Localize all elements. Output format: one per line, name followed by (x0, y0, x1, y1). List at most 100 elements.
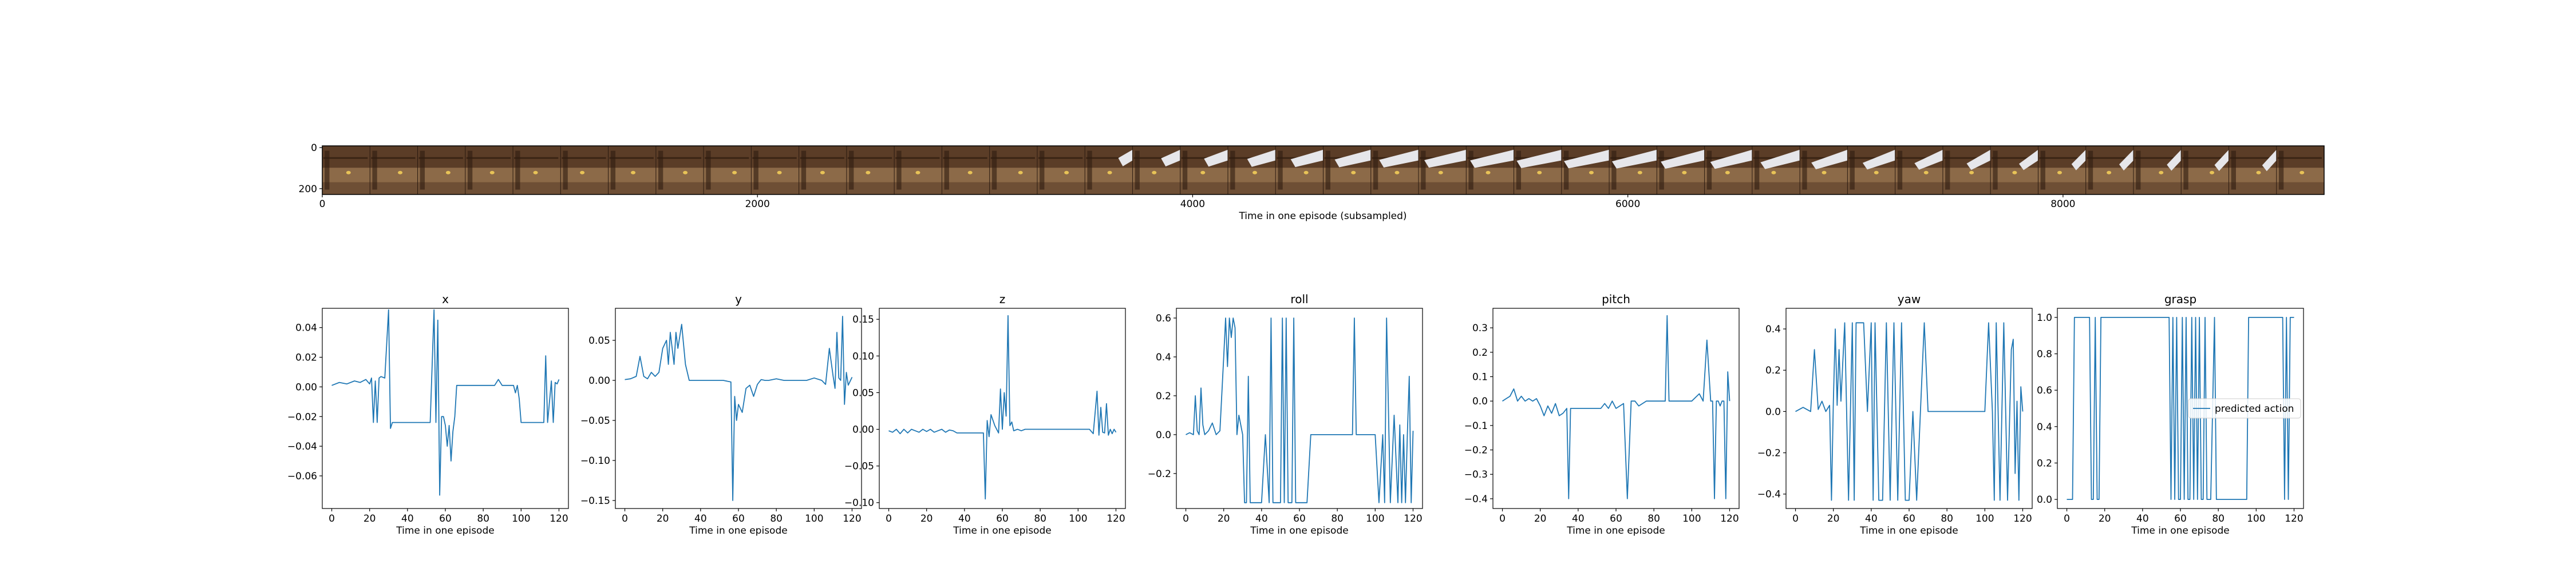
y-tick-label: 0.2 (1765, 365, 1781, 376)
filmstrip-frame (322, 146, 370, 194)
x-tick-label: 80 (2212, 513, 2225, 525)
x-axis-label: Time in one episode (1859, 525, 1958, 537)
filmstrip-frame (703, 146, 752, 194)
filmstrip-frame (941, 146, 990, 194)
filmstrip-frame (2180, 146, 2229, 194)
filmstrip-frame (1942, 146, 1991, 194)
x-tick-label: 120 (550, 513, 568, 525)
x-tick-label: 0 (622, 513, 628, 525)
x-tick-label: 80 (1647, 513, 1660, 525)
filmstrip-frame (1514, 146, 1562, 194)
series-line (888, 315, 1117, 500)
x-tick-label: 120 (1107, 513, 1125, 525)
y-tick-label: −0.3 (1464, 469, 1488, 480)
legend: predicted action (2188, 398, 2301, 419)
filmstrip-frame (2133, 146, 2182, 194)
y-tick-label: −0.04 (287, 441, 317, 452)
x-tick-label: 80 (1941, 513, 1953, 525)
y-tick-label: 0.8 (2037, 349, 2052, 360)
y-tick-label: −0.2 (1757, 448, 1781, 459)
filmstrip-frame (1132, 146, 1180, 194)
x-tick-label: 0 (329, 513, 335, 525)
x-tick-label: 60 (439, 513, 452, 525)
y-tick-label: 1.0 (2037, 312, 2052, 324)
plot-area (1176, 308, 1423, 509)
x-tick-label: 100 (1976, 513, 1994, 525)
filmstrip-frame (1752, 146, 1800, 194)
x-tick-label: 20 (1218, 513, 1230, 525)
y-tick-label: 0.4 (2037, 422, 2052, 433)
x-tick-label: 20 (1534, 513, 1547, 525)
filmstrip-frame (846, 146, 895, 194)
filmstrip-frame (2228, 146, 2277, 194)
filmstrip-frame (1609, 146, 1657, 194)
filmstrip-frame (369, 146, 418, 194)
x-tick-label: 20 (920, 513, 933, 525)
y-tick-label: −0.2 (1148, 468, 1171, 480)
x-tick-label: 40 (958, 513, 971, 525)
filmstrip-frame (560, 146, 609, 194)
x-tick-label: 120 (843, 513, 861, 525)
x-axis-label: Time in one episode (1566, 525, 1665, 537)
y-tick-label: 0.05 (588, 335, 610, 347)
plot-grasp: grasp 0 20 40 60 80 100 120 1.0 0.8 0.6 0.4 0.2 0.0 Ti… (2037, 292, 2304, 537)
filmstrip-frame (2276, 146, 2324, 194)
x-tick-label: 20 (657, 513, 669, 525)
x-tick-label: 20 (364, 513, 376, 525)
y-tick-label: 0.6 (1156, 313, 1171, 324)
x-tick-label: 80 (477, 513, 489, 525)
filmstrip-x-tick-label: 0 (319, 198, 326, 210)
x-tick-label: 60 (1903, 513, 1915, 525)
plot-z: z 0 20 40 60 80 100 120 0.15 0.10 0.05 0.00 −0.05 −0.… (844, 292, 1126, 537)
filmstrip-frame (1990, 146, 2038, 194)
series-line (1795, 322, 2024, 501)
filmstrip-x-tick-label: 8000 (2050, 198, 2075, 210)
filmstrip-frame (608, 146, 656, 194)
filmstrip-y-tick-label: 0 (311, 142, 317, 154)
legend-box (2188, 398, 2301, 419)
y-tick-label: 0.10 (852, 351, 874, 362)
y-tick-label: 0.0 (1472, 396, 1488, 407)
filmstrip-frame (1704, 146, 1752, 194)
filmstrip-frame (894, 146, 942, 194)
y-tick-label: 0.15 (852, 314, 874, 325)
x-tick-label: 100 (805, 513, 823, 525)
x-tick-label: 60 (996, 513, 1009, 525)
plot-title: grasp (2164, 292, 2196, 306)
filmstrip-frame (1799, 146, 1848, 194)
filmstrip-frame (1370, 146, 1419, 194)
filmstrip-frame (989, 146, 1037, 194)
x-tick-label: 0 (1183, 513, 1189, 525)
x-tick-label: 0 (1792, 513, 1799, 525)
filmstrip-frame (750, 146, 799, 194)
filmstrip-frame (1656, 146, 1705, 194)
y-tick-label: 0.02 (295, 352, 317, 364)
x-tick-label: 40 (1865, 513, 1878, 525)
plot-pitch: pitch 0 20 40 60 80 100 120 0.3 0.2 0.1 0.0 −0.1 −0.2… (1464, 292, 1740, 537)
x-tick-label: 60 (1610, 513, 1622, 525)
y-tick-label: −0.05 (844, 461, 874, 472)
y-tick-label: 0.0 (1156, 430, 1171, 441)
x-tick-label: 40 (2136, 513, 2149, 525)
filmstrip-frame (1275, 146, 1323, 194)
x-tick-label: 80 (1034, 513, 1046, 525)
x-tick-label: 40 (1255, 513, 1268, 525)
y-tick-label: 0.00 (588, 375, 610, 387)
x-axis-label: Time in one episode (396, 525, 494, 537)
filmstrip-x-tick-label: 4000 (1180, 198, 1205, 210)
plot-title: roll (1290, 292, 1308, 306)
filmstrip-frame (2085, 146, 2134, 194)
filmstrip-frame (799, 146, 847, 194)
y-tick-label: 0.1 (1472, 372, 1488, 383)
filmstrip-x-tick-label: 2000 (745, 198, 770, 210)
x-tick-label: 40 (401, 513, 414, 525)
filmstrip-frame (512, 146, 561, 194)
y-tick-label: 0.0 (1765, 406, 1781, 418)
x-tick-label: 0 (886, 513, 892, 525)
y-tick-label: 0.4 (1156, 352, 1171, 363)
x-axis-label: Time in one episode (953, 525, 1051, 537)
filmstrip-frame (417, 146, 465, 194)
plot-x: x 0 20 40 60 80 100 120 0.04 0.02 0.00 −0.02 −0.04 −0… (287, 292, 569, 537)
plot-roll: roll 0 20 40 60 80 100 120 0.6 0.4 0.2 0.0 −0.2 Time … (1148, 292, 1423, 537)
